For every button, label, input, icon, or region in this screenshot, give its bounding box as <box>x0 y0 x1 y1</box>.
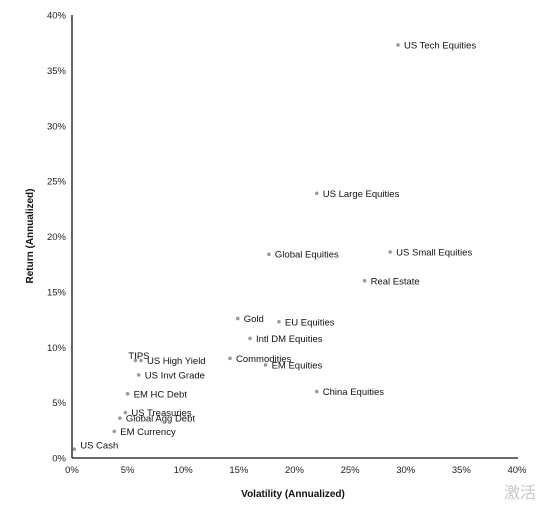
data-point-label: US High Yield <box>147 356 206 367</box>
x-tick-label: 15% <box>229 465 249 476</box>
x-tick-label: 25% <box>341 465 361 476</box>
data-point-label: Real Estate <box>371 276 420 287</box>
data-point-label: US Tech Equities <box>404 40 476 51</box>
x-tick-label: 35% <box>452 465 472 476</box>
data-point-label: TIPS <box>128 351 149 362</box>
data-point-label: US Cash <box>80 441 118 452</box>
data-point <box>235 316 240 321</box>
data-points: US Tech Equities US Large Equities Global … <box>72 40 476 452</box>
y-tick-label: 30% <box>47 121 67 132</box>
data-point-label: EM HC Debt <box>134 389 188 400</box>
data-point <box>388 250 392 254</box>
x-tick-label: 5% <box>121 465 135 476</box>
y-tick-label: 35% <box>47 66 67 77</box>
data-point-label: US Treasuries <box>131 408 191 419</box>
data-point-label: China Equities <box>323 387 385 398</box>
data-point <box>123 410 128 415</box>
x-tick-label: 40% <box>507 465 527 476</box>
data-point <box>118 416 122 420</box>
data-point-label: Gold <box>244 314 264 325</box>
data-point <box>72 447 77 451</box>
data-point <box>139 358 143 363</box>
data-point-label: Global Equities <box>275 250 339 261</box>
data-point <box>396 43 400 47</box>
y-tick-label: 40% <box>47 11 67 22</box>
y-tick-labels: 0% 5% 10% 15% 20% 25% 30% 35% 40% <box>47 11 67 465</box>
data-point <box>136 373 141 377</box>
data-point <box>248 336 252 341</box>
data-point-label: US Small Equities <box>396 248 472 259</box>
data-point-label: EM Equities <box>272 360 323 371</box>
data-point <box>133 358 138 363</box>
data-point <box>228 356 232 361</box>
x-tick-label: 10% <box>174 465 194 476</box>
x-tick-label: 20% <box>285 465 305 476</box>
data-point <box>314 389 319 394</box>
axes <box>71 15 518 459</box>
data-point <box>263 363 268 367</box>
data-point-label: Intl DM Equities <box>256 334 323 345</box>
y-tick-label: 15% <box>47 287 67 298</box>
watermark-text: 激活 <box>503 483 536 502</box>
data-point <box>277 319 281 324</box>
data-point <box>125 391 130 396</box>
data-point-label: US Invt Grade <box>145 370 205 381</box>
data-point <box>314 191 319 196</box>
data-point-label: US Large Equities <box>323 189 400 200</box>
y-axis-title: Return (Annualized) <box>25 189 36 284</box>
data-point-label: Commodities <box>236 354 292 365</box>
y-tick-label: 5% <box>52 398 66 409</box>
x-tick-labels: 0% 5% 10% 15% 20% 25% 30% 35% 40% <box>65 465 527 476</box>
x-tick-label: 0% <box>65 465 79 476</box>
y-tick-label: 0% <box>52 454 66 465</box>
data-point-label: EU Equities <box>285 317 335 328</box>
y-tick-label: 20% <box>47 232 67 243</box>
data-point-label: Global Agg Debt <box>126 414 196 425</box>
x-tick-label: 30% <box>396 465 416 476</box>
data-point-label: EM Currency <box>120 427 176 438</box>
y-tick-label: 25% <box>47 177 67 188</box>
y-tick-label: 10% <box>47 343 67 354</box>
x-axis-title: Volatility (Annualized) <box>241 489 345 500</box>
data-point <box>362 279 367 283</box>
data-point <box>112 429 117 434</box>
data-point <box>267 252 271 257</box>
